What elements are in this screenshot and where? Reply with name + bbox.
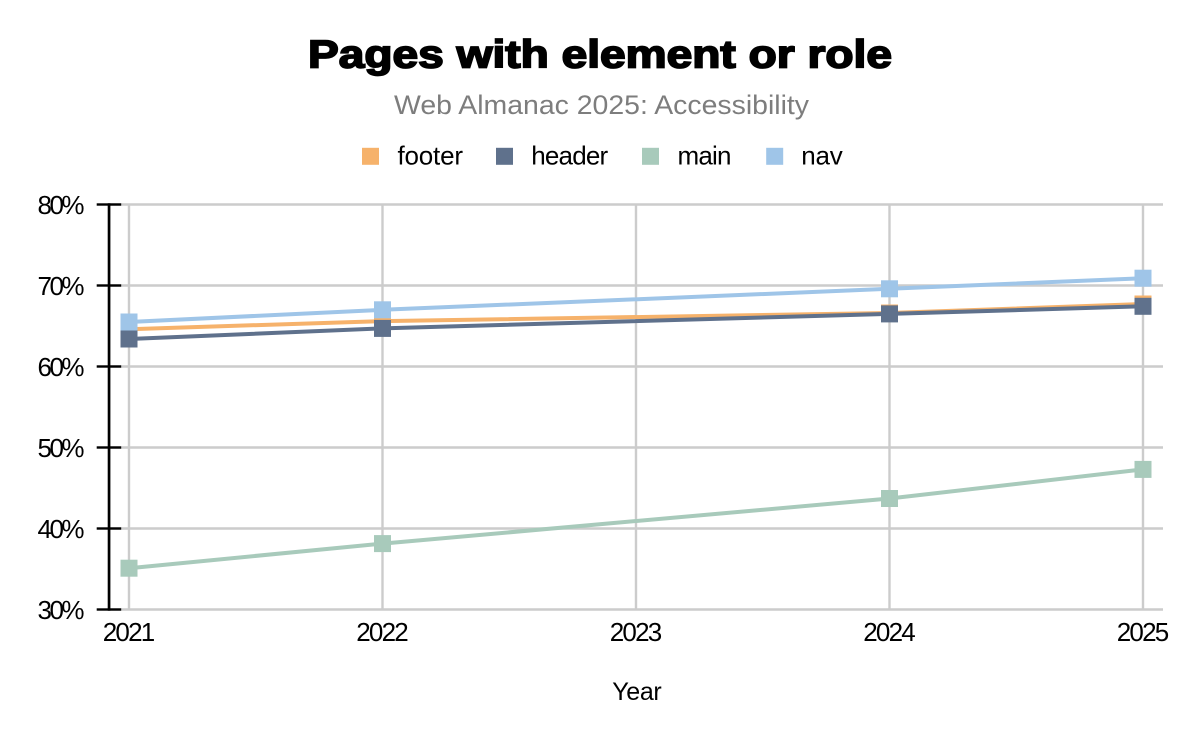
svg-text:2023: 2023 [610,617,663,647]
svg-text:nav: nav [801,141,843,171]
svg-text:footer: footer [398,141,464,171]
svg-text:main: main [678,141,732,171]
svg-text:header: header [531,141,608,171]
svg-text:2021: 2021 [103,617,156,647]
svg-text:50%: 50% [38,433,85,463]
svg-text:Web Almanac 2025: Accessibilit: Web Almanac 2025: Accessibility [394,90,810,120]
svg-text:Pages with element or role: Pages with element or role [308,34,892,77]
svg-text:2024: 2024 [863,617,916,647]
svg-text:70%: 70% [38,271,85,301]
svg-text:Year: Year [612,678,662,706]
svg-text:60%: 60% [38,352,85,382]
svg-text:40%: 40% [38,514,85,544]
svg-text:2022: 2022 [356,617,409,647]
svg-text:30%: 30% [38,595,85,625]
svg-text:80%: 80% [38,190,85,220]
svg-text:2025: 2025 [1117,617,1170,647]
